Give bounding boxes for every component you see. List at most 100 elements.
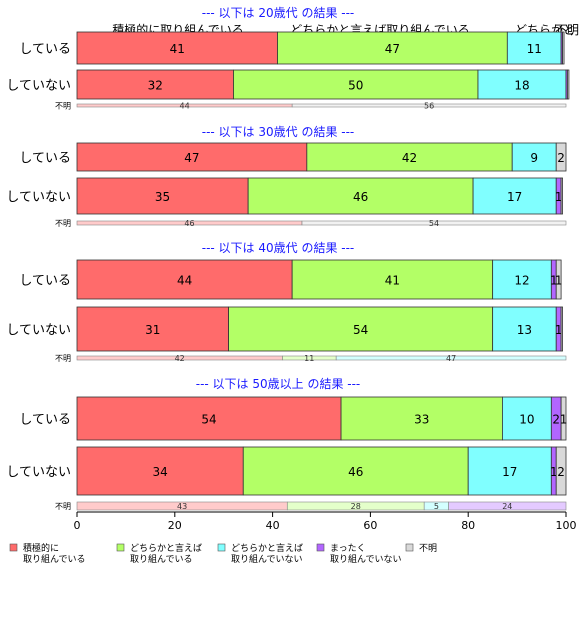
bar-segment [233, 69, 479, 100]
bar-segment [277, 31, 508, 65]
x-tick-label: 0 [74, 519, 81, 532]
unknown-data-label: 28 [351, 502, 361, 511]
data-label: 47 [385, 42, 400, 56]
unknown-data-label: 44 [179, 102, 189, 111]
bar-segment [567, 69, 570, 100]
data-label: 41 [170, 42, 185, 56]
bar-segment [76, 259, 293, 300]
data-label: 13 [517, 323, 532, 337]
data-label: 18 [514, 79, 529, 93]
bar-segment [560, 177, 563, 215]
unknown-data-label: 46 [184, 219, 194, 228]
data-label: 54 [353, 323, 368, 337]
legend-label: 取り組んでいない [231, 553, 303, 565]
unknown-data-label: 54 [429, 219, 439, 228]
legend-swatch [217, 543, 226, 552]
legend-swatch [116, 543, 125, 552]
bar-segment [562, 31, 565, 65]
unknown-row-label: 不明 [55, 219, 71, 228]
data-label: 35 [155, 190, 170, 204]
bar-segment [291, 259, 494, 300]
bar-segment [555, 142, 567, 172]
bar-segment [242, 446, 469, 496]
data-label: 34 [152, 465, 167, 479]
row-label: していない [6, 465, 71, 480]
x-tick-label: 20 [168, 519, 182, 532]
unknown-row-label: 不明 [55, 354, 71, 363]
panel-title: --- 以下は 20歳代 の結果 --- [202, 6, 355, 20]
bar-segment [555, 259, 562, 300]
bar-segment [306, 142, 513, 172]
data-label: 9 [530, 151, 538, 165]
panel-title: --- 以下は 30歳代 の結果 --- [202, 125, 355, 139]
bar-segment [511, 142, 557, 172]
x-tick-label: 60 [363, 519, 377, 532]
bar-segment [76, 69, 234, 100]
x-tick-label: 80 [461, 519, 475, 532]
data-label: 2 [552, 413, 560, 427]
row-label: している [19, 42, 71, 57]
data-label: 47 [184, 151, 199, 165]
data-label: 46 [353, 190, 368, 204]
unknown-bar-segment [448, 501, 567, 511]
legend-label: 取り組んでいる [23, 553, 86, 565]
data-label: 44 [177, 274, 192, 288]
bar-segment [76, 142, 308, 172]
bar-segment [228, 306, 494, 352]
bar-segment [492, 306, 557, 352]
legend-label: どちらかと言えば [130, 542, 202, 554]
row-label: している [19, 151, 71, 166]
x-tick-label: 40 [266, 519, 280, 532]
unknown-bar-segment [335, 355, 567, 361]
data-label: 2 [557, 465, 565, 479]
legend-swatch [316, 543, 325, 552]
row-label: している [19, 274, 71, 289]
row-label: していない [6, 79, 71, 94]
bar-segment [560, 306, 563, 352]
unknown-row-label: 不明 [55, 102, 71, 111]
data-label: 42 [402, 151, 417, 165]
data-label: 33 [414, 413, 429, 427]
bar-segment [76, 177, 249, 215]
panel-title: --- 以下は 50歳以上 の結果 --- [196, 377, 361, 391]
bar-segment [247, 177, 474, 215]
legend-swatch [405, 543, 414, 552]
legend-swatch [9, 543, 18, 552]
data-label: 1 [555, 190, 563, 204]
panel-title: --- 以下は 40歳代 の結果 --- [202, 241, 355, 255]
bar-segment [555, 446, 567, 496]
unknown-data-label: 47 [446, 354, 456, 363]
legend-label: 不明 [419, 543, 437, 554]
data-label: 31 [145, 323, 160, 337]
unknown-data-label: 24 [502, 502, 512, 511]
row-label: している [19, 413, 71, 428]
bar-segment [492, 259, 552, 300]
legend-label: まったく [330, 543, 366, 554]
unknown-bar-segment [301, 220, 567, 226]
bar-segment [502, 396, 552, 441]
unknown-data-label: 56 [424, 102, 434, 111]
legend-label: どちらかと言えば [231, 542, 303, 554]
data-label: 17 [502, 465, 517, 479]
data-label: 50 [348, 79, 363, 93]
row-label: していない [6, 323, 71, 338]
data-label: 1 [560, 413, 568, 427]
data-label: 32 [148, 79, 163, 93]
bar-segment [472, 177, 557, 215]
bar-segment [340, 396, 503, 441]
x-tick-label: 100 [556, 519, 577, 532]
data-label: 46 [348, 465, 363, 479]
unknown-data-label: 43 [177, 502, 187, 511]
bar-segment [560, 396, 567, 441]
bar-segment [76, 306, 229, 352]
data-label: 12 [514, 274, 529, 288]
legend-label: 取り組んでいる [130, 553, 193, 565]
data-label: 10 [519, 413, 534, 427]
unknown-data-label: 11 [304, 354, 314, 363]
unknown-data-label: 42 [175, 354, 185, 363]
data-label: 41 [385, 274, 400, 288]
legend-label: 取り組んでいない [330, 553, 402, 565]
data-label: 2 [557, 151, 565, 165]
bar-segment [506, 31, 562, 65]
